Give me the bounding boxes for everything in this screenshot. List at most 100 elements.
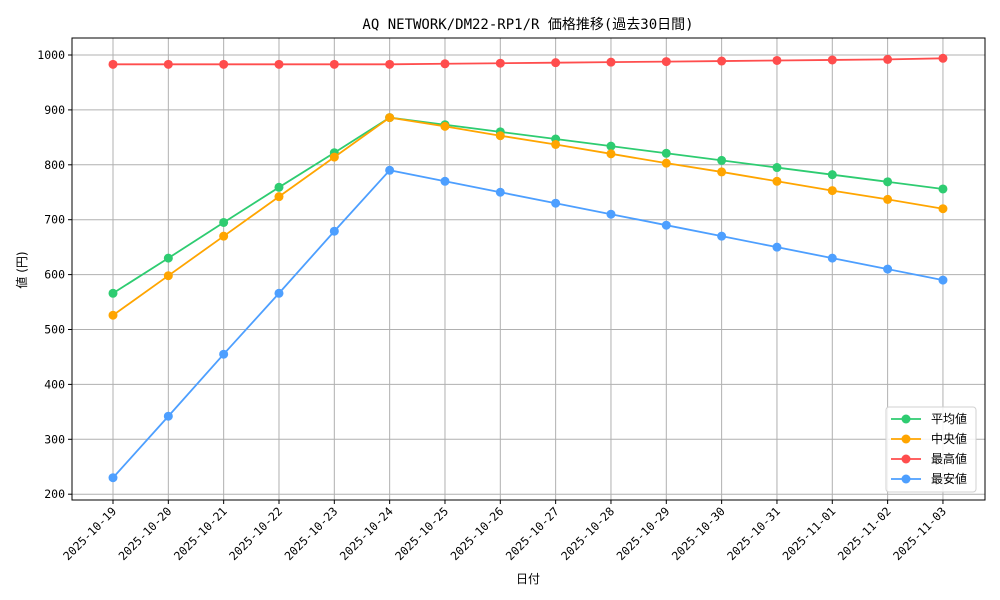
- data-point: [827, 186, 837, 196]
- data-point: [108, 59, 118, 69]
- y-tick-label: 1000: [37, 48, 65, 62]
- data-point: [551, 58, 561, 68]
- x-tick-label: 2025-10-21: [171, 504, 230, 563]
- data-point: [883, 54, 893, 64]
- data-point: [329, 59, 339, 69]
- legend-item: 中央値: [891, 431, 967, 446]
- data-point: [883, 264, 893, 274]
- data-point: [551, 198, 561, 208]
- data-point: [606, 57, 616, 67]
- data-point: [606, 141, 616, 151]
- data-point: [219, 217, 229, 227]
- data-point: [385, 165, 395, 175]
- y-tick-label: 700: [44, 213, 65, 227]
- data-point: [827, 55, 837, 65]
- grid-lines: [72, 38, 985, 500]
- data-point: [274, 59, 284, 69]
- data-point: [163, 59, 173, 69]
- legend-box: [885, 406, 977, 493]
- data-point: [219, 59, 229, 69]
- data-point: [661, 148, 671, 158]
- data-point: [661, 220, 671, 230]
- data-series: [108, 53, 948, 483]
- data-point: [385, 113, 395, 123]
- data-point: [440, 176, 450, 186]
- x-tick-label: 2025-10-25: [392, 504, 451, 563]
- data-point: [108, 310, 118, 320]
- data-point: [661, 57, 671, 67]
- data-point: [274, 192, 284, 202]
- data-point: [440, 59, 450, 69]
- data-point: [219, 231, 229, 241]
- data-point: [772, 176, 782, 186]
- data-point: [163, 253, 173, 263]
- series-line: [108, 165, 948, 483]
- legend-label: 最安値: [931, 471, 967, 486]
- legend-label: 最高値: [931, 451, 967, 466]
- data-point: [329, 152, 339, 162]
- chart-title: AQ NETWORK/DM22-RP1/R 価格推移(過去30日間): [362, 17, 693, 33]
- data-point: [108, 288, 118, 298]
- x-tick-label: 2025-10-20: [116, 504, 175, 563]
- data-point: [772, 242, 782, 252]
- data-point: [606, 149, 616, 159]
- x-tick-label: 2025-10-22: [226, 504, 285, 563]
- legend-label: 中央値: [931, 431, 967, 446]
- x-tick-label: 2025-10-26: [448, 504, 507, 563]
- x-axis-label: 日付: [516, 572, 540, 586]
- data-point: [329, 226, 339, 236]
- series-line: [108, 53, 948, 69]
- data-point: [717, 56, 727, 66]
- data-point: [827, 170, 837, 180]
- legend-item: 最高値: [891, 451, 967, 466]
- x-tick-label: 2025-10-23: [282, 504, 341, 563]
- y-axis-ticks: 200 300 400 500 600 700 800 900 1000: [37, 48, 72, 501]
- x-tick-label: 2025-10-28: [558, 504, 617, 563]
- plot-frame: [71, 37, 986, 501]
- data-point: [163, 411, 173, 421]
- legend-item: 最安値: [891, 471, 967, 486]
- x-tick-label: 2025-11-03: [890, 504, 949, 563]
- data-point: [606, 209, 616, 219]
- x-tick-label: 2025-10-19: [60, 504, 119, 563]
- x-tick-label: 2025-10-30: [669, 504, 728, 563]
- data-point: [827, 253, 837, 263]
- series-line: [108, 113, 948, 320]
- y-tick-label: 600: [44, 268, 65, 282]
- data-point: [883, 194, 893, 204]
- data-point: [938, 275, 948, 285]
- legend-item: 平均値: [891, 411, 967, 426]
- x-tick-label: 2025-11-01: [780, 504, 839, 563]
- x-tick-label: 2025-10-24: [337, 504, 396, 563]
- data-point: [717, 167, 727, 177]
- data-point: [274, 182, 284, 192]
- y-tick-label: 900: [44, 103, 65, 117]
- y-tick-label: 400: [44, 377, 65, 391]
- data-point: [883, 177, 893, 187]
- data-point: [772, 55, 782, 65]
- y-axis-label: 値 (円): [14, 251, 29, 288]
- data-point: [495, 131, 505, 141]
- legend-label: 平均値: [931, 411, 967, 426]
- y-tick-label: 500: [44, 323, 65, 337]
- x-tick-label: 2025-10-29: [614, 504, 673, 563]
- data-point: [274, 288, 284, 298]
- data-point: [938, 53, 948, 63]
- data-point: [938, 204, 948, 214]
- x-axis-ticks: 2025-10-192025-10-202025-10-212025-10-22…: [60, 500, 949, 563]
- x-tick-label: 2025-10-31: [724, 504, 783, 563]
- data-point: [661, 158, 671, 168]
- data-point: [495, 187, 505, 197]
- data-point: [440, 121, 450, 131]
- data-point: [772, 163, 782, 173]
- data-point: [551, 139, 561, 149]
- data-point: [717, 155, 727, 165]
- data-point: [219, 349, 229, 359]
- y-tick-label: 300: [44, 432, 65, 446]
- data-point: [495, 58, 505, 68]
- data-point: [108, 473, 118, 483]
- y-tick-label: 200: [44, 487, 65, 501]
- data-point: [163, 271, 173, 281]
